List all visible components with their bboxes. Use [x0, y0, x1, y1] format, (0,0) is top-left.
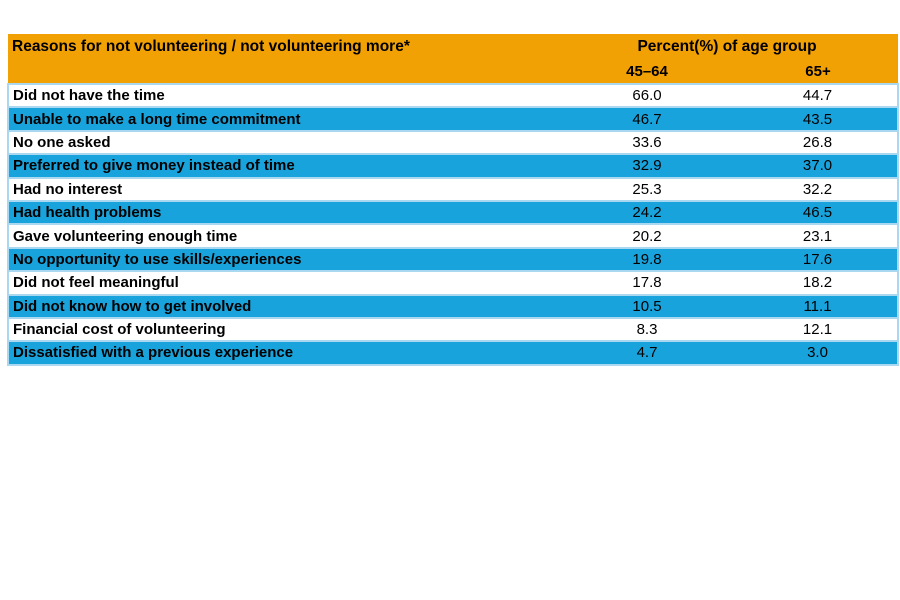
reason-cell: Had health problems	[7, 199, 556, 226]
table-row: Unable to make a long time commitment 46…	[7, 106, 900, 132]
value-65-plus-cell: 17.6	[738, 246, 900, 273]
value-65-plus-cell: 32.2	[738, 176, 900, 202]
value-65-plus-cell: 11.1	[738, 293, 900, 319]
table-row: Preferred to give money instead of time …	[7, 153, 900, 179]
col-header-65-plus: 65+	[738, 60, 899, 84]
value-65-plus-cell: 18.2	[738, 270, 900, 296]
value-65-plus-cell: 12.1	[738, 316, 900, 343]
value-45-64-cell: 8.3	[556, 316, 738, 343]
value-65-plus-cell: 3.0	[738, 340, 900, 366]
value-65-plus-cell: 43.5	[738, 106, 900, 132]
header-spacer-cell	[8, 60, 556, 84]
value-45-64-cell: 33.6	[556, 129, 738, 156]
table-row: No opportunity to use skills/experiences…	[7, 246, 900, 273]
table-row: Financial cost of volunteering 8.3 12.1	[7, 316, 900, 343]
value-45-64-cell: 20.2	[556, 223, 738, 249]
reason-cell: Preferred to give money instead of time	[7, 153, 556, 179]
reason-cell: Unable to make a long time commitment	[7, 106, 556, 132]
value-65-plus-cell: 26.8	[738, 129, 900, 156]
reason-cell: Did not have the time	[7, 82, 556, 109]
table-row: Had health problems 24.2 46.5	[7, 199, 900, 226]
value-45-64-cell: 17.8	[556, 270, 738, 296]
table-row: Gave volunteering enough time 20.2 23.1	[7, 223, 900, 249]
value-45-64-cell: 4.7	[556, 340, 738, 366]
table-row: Had no interest 25.3 32.2	[7, 176, 900, 202]
value-45-64-cell: 46.7	[556, 106, 738, 132]
reason-cell: No one asked	[7, 129, 556, 156]
value-45-64-cell: 10.5	[556, 293, 738, 319]
reason-cell: Gave volunteering enough time	[7, 223, 556, 249]
value-45-64-cell: 32.9	[556, 153, 738, 179]
table-row: Did not feel meaningful 17.8 18.2	[7, 270, 900, 296]
value-45-64-cell: 66.0	[556, 82, 738, 109]
value-45-64-cell: 25.3	[556, 176, 738, 202]
reason-cell: No opportunity to use skills/experiences	[7, 246, 556, 273]
volunteering-reasons-table: Reasons for not volunteering / not volun…	[7, 34, 900, 366]
volunteering-reasons-table-container: Reasons for not volunteering / not volun…	[7, 34, 900, 366]
table-row: Did not know how to get involved 10.5 11…	[7, 293, 900, 319]
value-45-64-cell: 24.2	[556, 199, 738, 226]
col-header-45-64: 45–64	[556, 60, 738, 84]
table-row: Did not have the time 66.0 44.7	[7, 82, 900, 109]
table-title: Reasons for not volunteering / not volun…	[8, 34, 556, 60]
percent-age-group-header: Percent(%) of age group	[556, 34, 899, 60]
value-65-plus-cell: 23.1	[738, 223, 900, 249]
value-65-plus-cell: 46.5	[738, 199, 900, 226]
value-65-plus-cell: 37.0	[738, 153, 900, 179]
reason-cell: Financial cost of volunteering	[7, 316, 556, 343]
table-row: No one asked 33.6 26.8	[7, 129, 900, 156]
reason-cell: Had no interest	[7, 176, 556, 202]
table-header: Reasons for not volunteering / not volun…	[8, 34, 899, 84]
table-row: Dissatisfied with a previous experience …	[7, 340, 900, 366]
header-row-title: Reasons for not volunteering / not volun…	[8, 34, 899, 60]
reason-cell: Dissatisfied with a previous experience	[7, 340, 556, 366]
reason-cell: Did not feel meaningful	[7, 270, 556, 296]
header-row-age-groups: 45–64 65+	[8, 60, 899, 84]
value-65-plus-cell: 44.7	[738, 82, 900, 109]
reason-cell: Did not know how to get involved	[7, 293, 556, 319]
table-body: Did not have the time 66.0 44.7 Unable t…	[7, 82, 900, 366]
value-45-64-cell: 19.8	[556, 246, 738, 273]
